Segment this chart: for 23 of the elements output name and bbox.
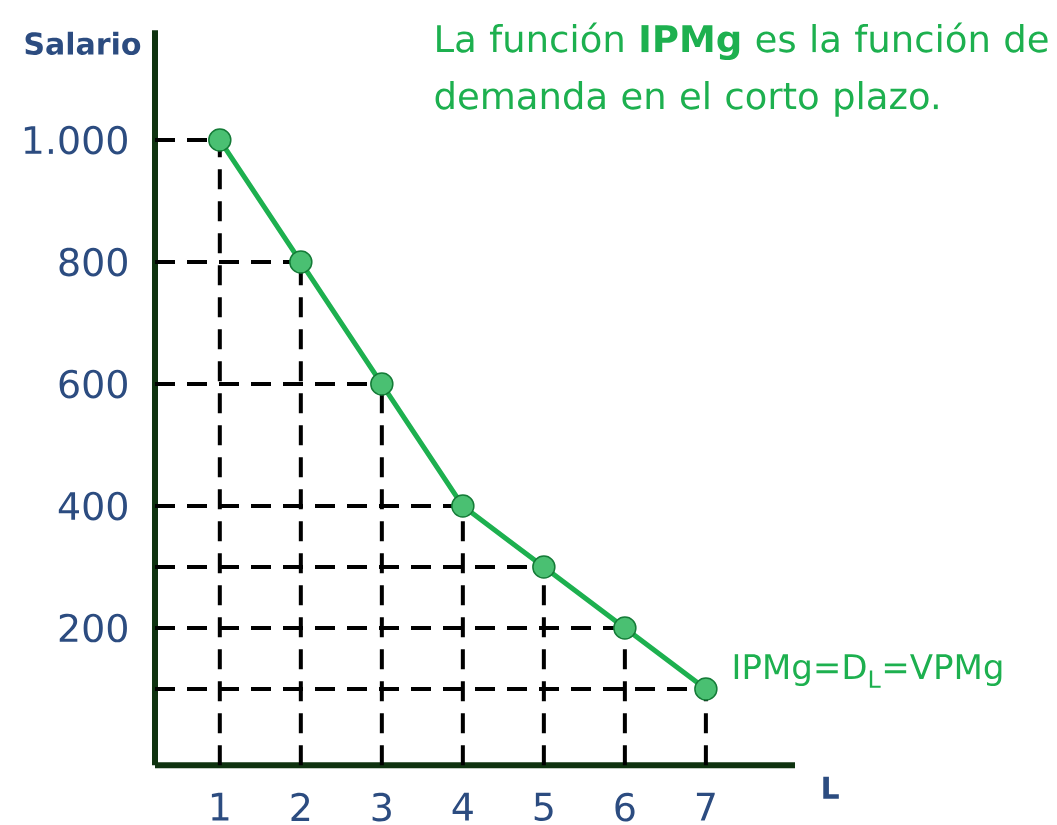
- point: [370, 372, 394, 396]
- y-tick-label: 200: [59, 613, 127, 643]
- point: [208, 128, 232, 152]
- point: [694, 677, 718, 701]
- x-tick-label: 6: [615, 792, 635, 822]
- x-tick-label: 4: [452, 792, 473, 821]
- point: [451, 494, 475, 518]
- x-tick-label: 2: [291, 792, 310, 822]
- x-tick-label: 1: [211, 792, 229, 821]
- y-tick-label: 600: [59, 369, 127, 399]
- y-tick-label: 800: [59, 247, 127, 277]
- point: [289, 250, 313, 274]
- annotation: La función IPMg es la función de demanda en el corto plazo.: [435, 22, 1048, 117]
- point: [532, 555, 556, 579]
- y-tick-label: 400: [58, 491, 127, 521]
- y-tick-label: 1.000: [24, 125, 127, 155]
- x-axis-title: L: [823, 776, 839, 799]
- x-tick-label: 3: [372, 792, 391, 822]
- y-axis-title: Salario: [25, 31, 141, 56]
- x-tick-label: 7: [696, 792, 715, 821]
- point: [613, 616, 637, 640]
- x-tick-label: 5: [534, 792, 553, 822]
- annotation: IPMg=D$_{L}$=VPMg: [734, 654, 1002, 688]
